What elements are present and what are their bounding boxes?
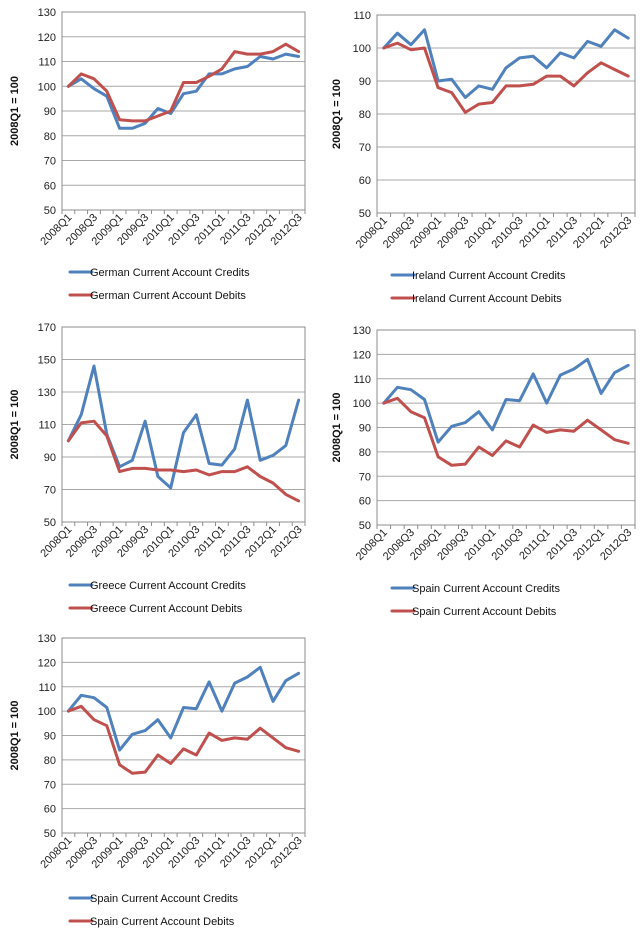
y-tick-label: 100 [353, 398, 371, 410]
chart-greece: 5070901101301501702008Q12008Q32009Q12009… [9, 322, 306, 615]
y-tick-label: 120 [38, 32, 56, 44]
chart-spain-1: 50607080901001101201302008Q12008Q32009Q1… [331, 325, 636, 618]
y-tick-label: 80 [359, 109, 371, 121]
series-line-credits [382, 28, 630, 99]
chart-panel-spain-2: 50 60 70 80 90 100 110 120 130 2008Q1 2008Q3 2009Q1… [0, 625, 310, 935]
series-line-debits [66, 704, 301, 775]
y-tick-label: 90 [359, 423, 371, 435]
legend-label: German Current Account Credits [90, 267, 250, 279]
y-tick-label: 90 [44, 106, 56, 118]
y-tick-label: 110 [38, 420, 56, 432]
y-tick-label: 70 [359, 471, 371, 483]
y-tick-label: 90 [44, 731, 56, 743]
y-axis-label: 2008Q1 = 100 [9, 76, 21, 146]
y-tick-label: 110 [353, 10, 371, 22]
plot-area [61, 637, 306, 834]
y-tick-label: 50 [44, 828, 56, 840]
legend-label: Ireland Current Account Debits [412, 293, 562, 305]
plot-area [376, 329, 636, 526]
series-line-debits [66, 419, 301, 503]
series-line-debits [382, 41, 630, 114]
y-axis-label: 2008Q1 = 100 [9, 700, 21, 770]
plot-area [61, 11, 306, 211]
y-tick-label: 150 [38, 355, 56, 367]
legend-label: Spain Current Account Debits [412, 606, 557, 618]
y-tick-label: 50 [359, 520, 371, 532]
legend-label: Greece Current Account Credits [90, 580, 246, 592]
legend-label: Spain Current Account Debits [90, 916, 235, 928]
y-tick-label: 70 [44, 156, 56, 168]
y-tick-label: 80 [44, 131, 56, 143]
chart-panel-ireland: 50 60 70 80 90 100 110 2008Q1 2008Q3 2009Q1 2009Q3… [322, 3, 640, 308]
y-tick-label: 70 [44, 485, 56, 497]
y-axis-label: 2008Q1 = 100 [331, 79, 343, 149]
y-tick-label: 90 [359, 76, 371, 88]
plot-area [61, 326, 306, 523]
y-tick-label: 90 [44, 452, 56, 464]
y-tick-label: 100 [353, 43, 371, 55]
y-tick-label: 70 [359, 142, 371, 154]
y-tick-label: 50 [44, 205, 56, 217]
y-tick-label: 110 [38, 682, 56, 694]
legend-label: Greece Current Account Debits [90, 603, 243, 615]
y-tick-label: 110 [353, 374, 371, 386]
y-tick-label: 60 [359, 496, 371, 508]
legend-label: Spain Current Account Credits [90, 893, 238, 905]
y-tick-label: 110 [38, 57, 56, 69]
y-tick-label: 70 [44, 779, 56, 791]
y-tick-label: 50 [359, 208, 371, 220]
series-line-credits [66, 364, 301, 490]
y-tick-label: 130 [38, 387, 56, 399]
legend-label: Spain Current Account Credits [412, 583, 560, 595]
y-tick-label: 60 [359, 175, 371, 187]
series-line-credits [66, 665, 301, 752]
y-tick-label: 60 [44, 804, 56, 816]
y-tick-label: 60 [44, 180, 56, 192]
chart-germany: 50607080901001101201302008Q12008Q32009Q1… [9, 7, 306, 302]
y-tick-label: 120 [353, 349, 371, 361]
series-line-credits [382, 357, 630, 444]
y-tick-label: 130 [38, 633, 56, 645]
series-line-debits [66, 42, 301, 123]
y-axis-label: 2008Q1 = 100 [331, 392, 343, 462]
y-tick-label: 130 [38, 7, 56, 19]
legend-label: Ireland Current Account Credits [412, 270, 566, 282]
chart-panel-germany: 50 60 70 80 90 100 110 120 130 2008Q1 2008Q3 2009Q1… [0, 0, 310, 305]
chart-spain-2: 50607080901001101201302008Q12008Q32009Q1… [9, 633, 306, 928]
legend-label: German Current Account Debits [90, 290, 246, 302]
y-tick-label: 170 [38, 322, 56, 334]
y-axis-label: 2008Q1 = 100 [9, 389, 21, 459]
chart-ireland: 50607080901001102008Q12008Q32009Q12009Q3… [331, 10, 636, 305]
y-tick-label: 100 [38, 81, 56, 93]
y-tick-label: 130 [353, 325, 371, 337]
y-tick-label: 80 [359, 447, 371, 459]
y-tick-label: 120 [38, 657, 56, 669]
y-tick-label: 50 [44, 517, 56, 529]
plot-area [376, 14, 636, 214]
series-line-credits [66, 52, 301, 130]
y-tick-label: 80 [44, 755, 56, 767]
chart-panel-greece: 50 70 90 110 130 150 170 2008Q1 2008Q3 2009Q1 2009… [0, 315, 310, 620]
y-tick-label: 100 [38, 706, 56, 718]
series-line-debits [382, 396, 630, 467]
chart-panel-spain-1: 50 60 70 80 90 100 110 120 130 2008Q1 2008Q3 2009Q1… [322, 318, 640, 623]
